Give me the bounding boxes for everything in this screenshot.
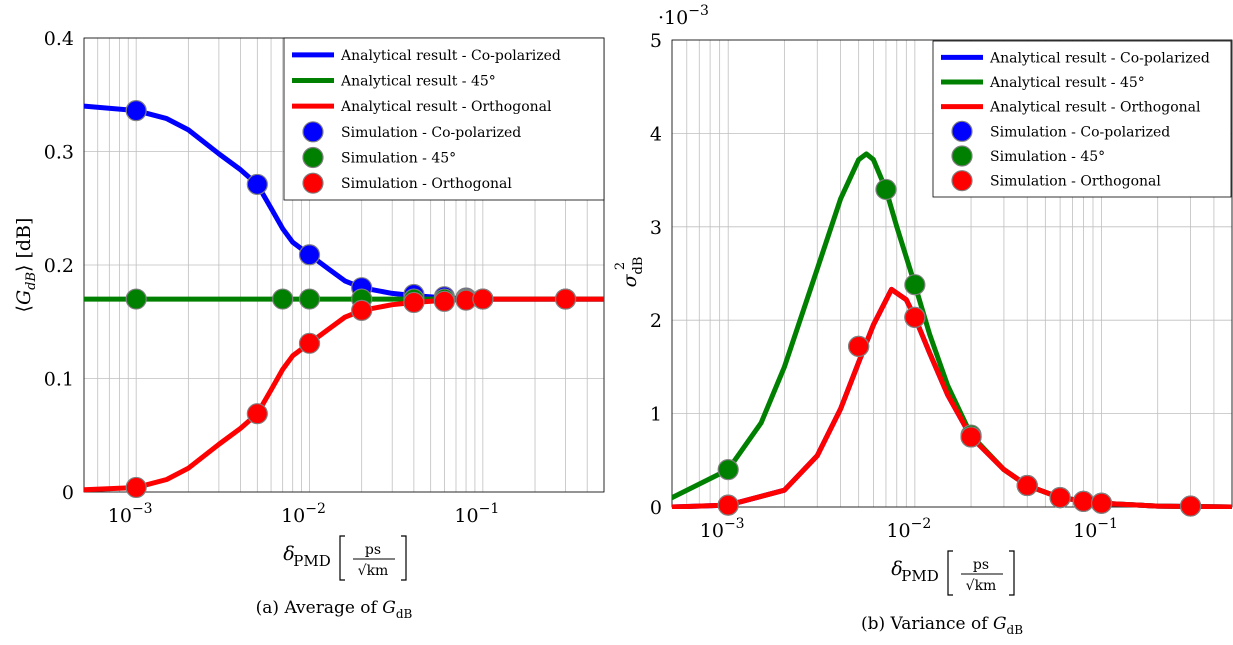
legend-box: [283, 37, 605, 201]
data-point: [904, 274, 926, 296]
data-point: [904, 306, 926, 328]
legend-marker-swatch: [951, 145, 973, 167]
data-point: [875, 178, 897, 201]
y-tick-label: 1: [650, 404, 662, 426]
data-point: [1072, 490, 1095, 512]
data-point: [351, 299, 373, 321]
y-axis-label: σdB: [619, 257, 646, 288]
x-tick-label: 10−3: [108, 501, 153, 527]
legend-marker-swatch: [302, 172, 324, 194]
data-point: [403, 291, 425, 314]
data-point: [298, 244, 321, 266]
y-tick-label: 4: [650, 123, 662, 145]
data-point: [848, 335, 870, 357]
x-axis-unit-numerator: ps: [973, 557, 989, 573]
data-point: [960, 426, 982, 448]
legend-label: Analytical result - Co-polarized: [989, 50, 1210, 66]
x-tick-label: 10−3: [700, 516, 745, 542]
legend-label: Analytical result - 45°: [340, 74, 496, 90]
legend-label: Simulation - Co-polarized: [990, 124, 1170, 140]
x-axis-right-bracket: [1009, 550, 1015, 596]
y-axis-multiplier: ·10−3: [658, 3, 709, 29]
legend-label: Simulation - 45°: [990, 149, 1105, 165]
caption: (b) Variance of GdB: [861, 614, 1023, 637]
legend-marker-swatch: [951, 170, 973, 192]
x-axis-subscript: PMD: [293, 552, 330, 570]
chart-b: 0 1 2 3 4 5 10−3 10−2 10−1 Analytical result - Co…: [613, 3, 1233, 637]
legend-box: [932, 40, 1232, 198]
y-tick-label: 0.4: [44, 28, 74, 50]
legend-label: Simulation - Orthogonal: [990, 174, 1161, 190]
y-tick-label: 2: [650, 310, 662, 332]
x-axis-left-bracket: [339, 535, 345, 581]
data-point: [1049, 487, 1071, 509]
data-point: [717, 494, 739, 516]
data-point: [554, 288, 577, 310]
legend-label: Simulation - Orthogonal: [341, 176, 512, 192]
y-tick-label: 3: [650, 217, 662, 239]
data-point: [125, 100, 147, 122]
data-point: [272, 288, 294, 310]
data-point: [433, 290, 455, 312]
caption: (a) Average of GdB: [256, 598, 413, 621]
data-point: [1179, 495, 1202, 517]
data-point: [472, 288, 494, 310]
x-axis-right-bracket: [401, 535, 407, 581]
x-axis-symbol: δ: [891, 558, 902, 580]
data-point: [298, 288, 321, 310]
series-markers-simulation-orthogonal: [717, 306, 1202, 517]
legend-label: Analytical result - Co-polarized: [340, 48, 561, 64]
legend-label: Analytical result - Orthogonal: [989, 100, 1201, 116]
x-axis-symbol: δ: [283, 543, 294, 565]
data-point: [298, 332, 321, 354]
y-tick-label: 5: [650, 30, 662, 52]
legend-label: Analytical result - 45°: [989, 75, 1145, 91]
chart-a: 0 0.1 0.2 0.3 0.4 10−3 10−2 10−1 Analytical resu…: [13, 28, 605, 621]
y-tick-label: 0: [62, 482, 74, 504]
data-point: [246, 403, 268, 425]
x-axis-subscript: PMD: [901, 567, 938, 585]
x-tick-label: 10−1: [1073, 516, 1118, 542]
axes-frame: [671, 39, 1233, 508]
legend-label: Simulation - 45°: [341, 151, 456, 167]
legend: Analytical result - Co-polarized Analytic…: [283, 37, 605, 201]
y-tick-label: 0.2: [44, 255, 74, 277]
x-axis-left-bracket: [947, 550, 953, 596]
data-point: [125, 476, 147, 499]
y-tick-label: 0: [650, 497, 662, 519]
legend-label: Analytical result - Orthogonal: [340, 99, 552, 115]
data-point: [125, 288, 147, 310]
y-axis-label: ⟨GdB⟩ [dB]: [13, 218, 39, 313]
data-point: [1016, 474, 1038, 497]
legend-marker-swatch: [951, 120, 973, 142]
legend-marker-swatch: [302, 146, 324, 169]
x-tick-label: 10−2: [886, 516, 931, 542]
legend-marker-swatch: [302, 121, 324, 143]
data-point: [717, 459, 739, 481]
series-markers-simulation-orthogonal: [125, 288, 577, 499]
y-tick-label: 0.3: [44, 142, 74, 164]
legend-label: Simulation - Co-polarized: [341, 125, 521, 141]
x-axis-unit-denominator: √km: [966, 578, 997, 594]
y-tick-label: 0.1: [44, 369, 74, 391]
x-tick-label: 10−1: [454, 501, 499, 527]
x-axis-unit-numerator: ps: [365, 542, 381, 558]
x-axis-unit-denominator: √km: [358, 563, 389, 579]
data-point: [1090, 492, 1113, 514]
y-axis-superscript: 2: [613, 262, 628, 270]
data-point: [246, 173, 268, 196]
x-tick-label: 10−2: [281, 501, 326, 527]
legend: Analytical result - Co-polarized Analytic…: [932, 40, 1232, 198]
